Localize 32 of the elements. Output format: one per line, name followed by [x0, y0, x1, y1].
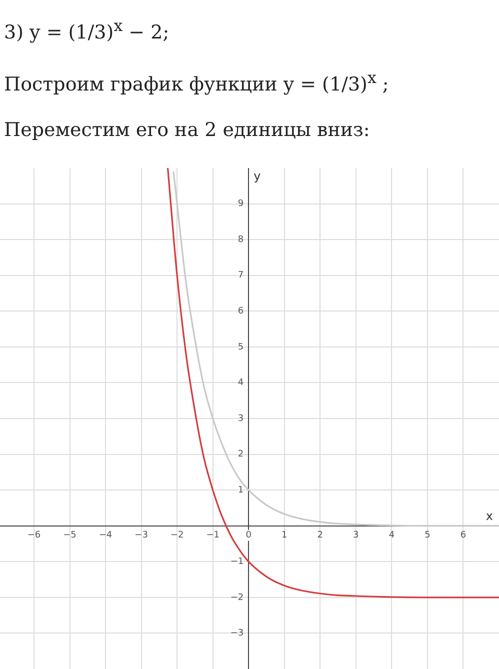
x-tick-label: −2: [170, 530, 184, 541]
x-tick-label: 5: [424, 530, 430, 541]
x-axis-title: x: [486, 508, 493, 523]
x-tick-label: −1: [206, 530, 220, 541]
y-tick-label: −2: [230, 592, 244, 603]
y-tick-label: 6: [238, 306, 244, 316]
x-tick-label: −4: [98, 530, 112, 541]
line-series: [172, 170, 499, 527]
y-axis-title: y: [254, 169, 261, 184]
y-tick-label: 8: [238, 234, 244, 245]
text: Переместим его на 2 единицы вниз:: [4, 118, 371, 143]
y-tick-label: 5: [238, 342, 244, 352]
x-tick-label: 3: [353, 530, 359, 541]
y-tick-label: 2: [238, 450, 244, 460]
y-tick-label: 4: [238, 378, 244, 388]
x-tick-label: −6: [27, 530, 41, 541]
x-tick-label: −5: [63, 530, 76, 541]
x-tick-label: 6: [460, 530, 466, 541]
chart-title: 3) y = (1/3)$^{x}$ − 2;: [4, 15, 170, 46]
y-tick-label: 3: [238, 414, 244, 424]
y-tick-label: −3: [230, 628, 244, 639]
text: Построим график функции y = (1/3)$^{x}$ ;: [4, 67, 390, 98]
x-tick-label: 4: [388, 530, 395, 541]
y-tick-label: 9: [238, 199, 244, 210]
x-tick-label: −3: [134, 530, 148, 541]
y-tick-label: 1: [238, 485, 244, 496]
x-tick-label: 1: [282, 530, 288, 541]
y-tick-label: −1: [230, 556, 244, 567]
x-tick-label: 2: [317, 530, 324, 541]
x-tick-label: 0: [246, 530, 252, 541]
line-series: [166, 168, 499, 598]
y-tick-label: 7: [238, 270, 244, 281]
